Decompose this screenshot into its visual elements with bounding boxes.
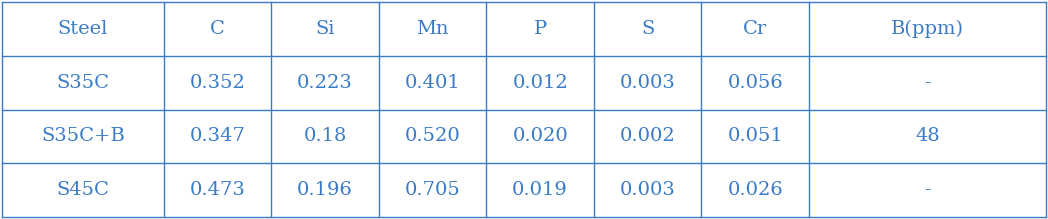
Text: Steel: Steel [58,20,108,38]
Text: 0.056: 0.056 [727,74,783,92]
Text: 0.051: 0.051 [727,127,783,145]
Text: Si: Si [315,20,335,38]
Text: S35C: S35C [57,74,109,92]
Text: 0.026: 0.026 [727,181,783,199]
Text: Mn: Mn [416,20,449,38]
Text: 0.352: 0.352 [190,74,245,92]
Text: 48: 48 [915,127,940,145]
Text: S45C: S45C [57,181,109,199]
Text: P: P [533,20,547,38]
Text: 0.020: 0.020 [512,127,568,145]
Text: -: - [924,74,931,92]
Text: S35C+B: S35C+B [41,127,125,145]
Text: 0.002: 0.002 [619,127,676,145]
Text: Cr: Cr [743,20,767,38]
Text: 0.18: 0.18 [304,127,347,145]
Text: 0.705: 0.705 [405,181,460,199]
Text: 0.223: 0.223 [298,74,353,92]
Text: 0.347: 0.347 [190,127,245,145]
Text: 0.003: 0.003 [619,74,676,92]
Text: 0.019: 0.019 [512,181,568,199]
Text: 0.520: 0.520 [405,127,460,145]
Text: 0.003: 0.003 [619,181,676,199]
Text: 0.473: 0.473 [190,181,245,199]
Text: B(ppm): B(ppm) [891,20,964,38]
Text: 0.196: 0.196 [298,181,353,199]
Text: S: S [641,20,654,38]
Text: 0.012: 0.012 [512,74,568,92]
Text: -: - [924,181,931,199]
Text: 0.401: 0.401 [405,74,460,92]
Text: C: C [211,20,225,38]
